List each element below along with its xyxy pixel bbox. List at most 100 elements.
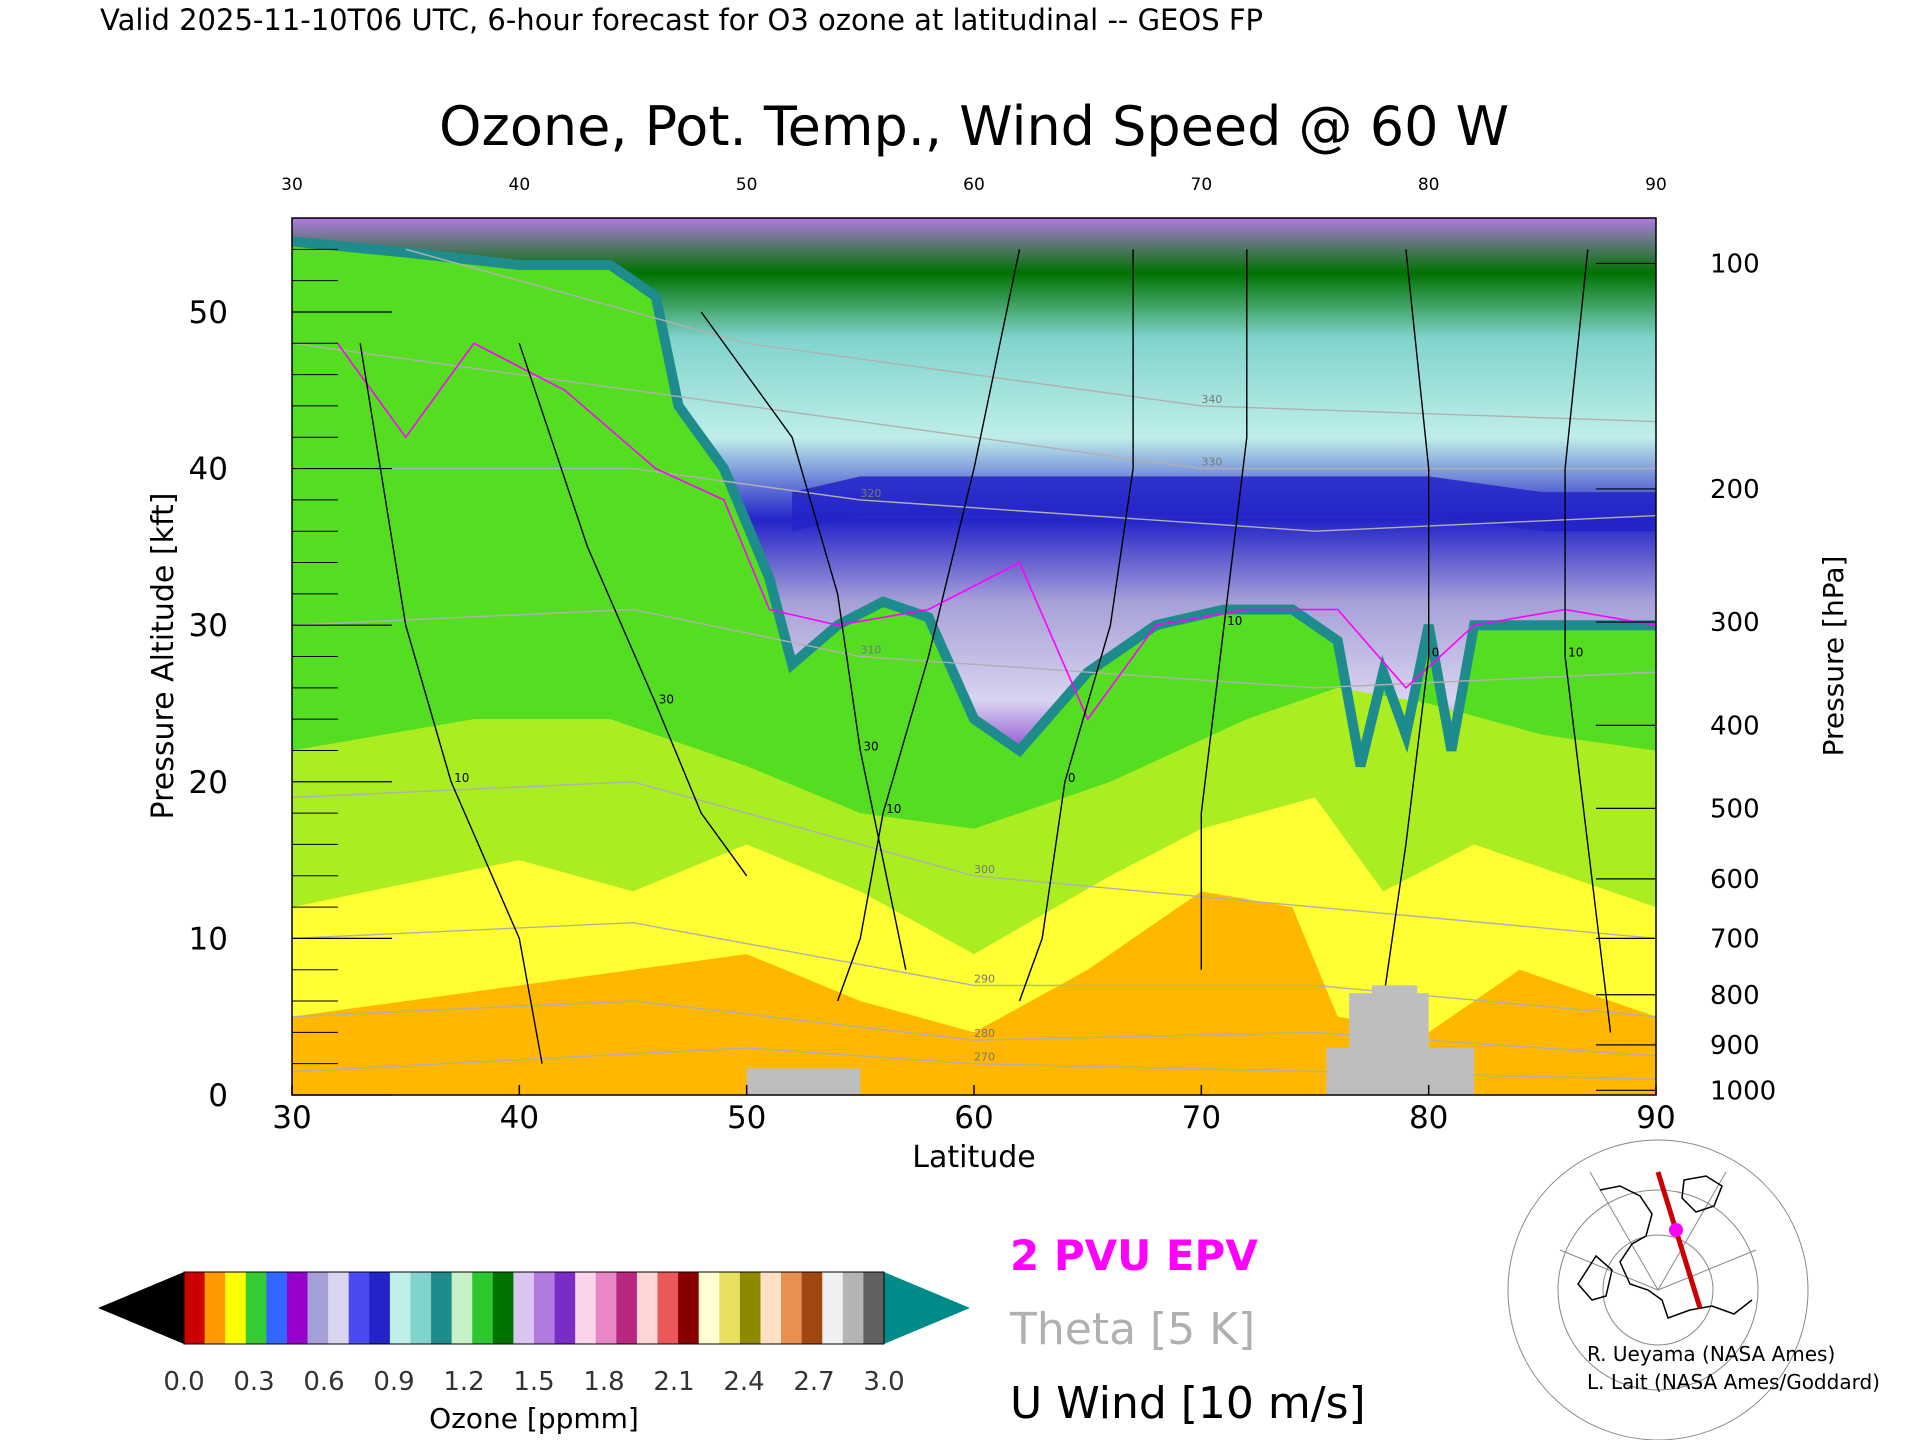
colorbar-segment <box>801 1272 823 1344</box>
colorbar-segment <box>595 1272 617 1344</box>
u-wind-contour <box>700 311 907 970</box>
colorbar-tick-label: 0.0 <box>163 1367 204 1397</box>
x-tick-label: 90 <box>1636 1100 1675 1136</box>
u-wind-contour-label: 0 <box>1068 771 1076 785</box>
pressure-tick-label: 600 <box>1710 865 1760 895</box>
colorbar-segment <box>307 1272 329 1344</box>
colorbar-tick-label: 1.5 <box>513 1367 554 1397</box>
y-axis-right-label: Pressure [hPa] <box>1817 556 1850 757</box>
legend-wind: U Wind [10 m/s] <box>1010 1378 1366 1429</box>
terrain-block <box>746 1068 861 1095</box>
x-top-tick-label: 60 <box>963 175 985 195</box>
colorbar-segment <box>678 1272 700 1344</box>
x-tick-label: 40 <box>500 1100 539 1136</box>
theta-contour-label: 340 <box>1201 393 1222 406</box>
cross-section-line <box>1655 1171 1703 1309</box>
x-axis-top: 30 40 50 60 70 80 90 <box>281 175 1667 195</box>
colorbar-tick-label: 0.6 <box>303 1367 344 1397</box>
colorbar-segment <box>842 1272 865 1344</box>
y-tick-label: 40 <box>189 452 228 488</box>
pressure-axis-right: 100 200 300 400 500 600 700 800 900 1000 <box>1596 249 1776 1106</box>
colorbar-tick-label: 1.8 <box>583 1367 624 1397</box>
y-tick-label: 0 <box>208 1078 228 1114</box>
colorbar-tick-label: 2.1 <box>653 1367 694 1397</box>
u-wind-contour-label: 10 <box>1227 614 1242 628</box>
colorbar-segment <box>348 1272 370 1344</box>
locator-map-coastlines <box>1577 1175 1753 1319</box>
colorbar-segment <box>451 1272 473 1344</box>
x-axis-label: Latitude <box>912 1140 1035 1175</box>
pressure-tick-label: 400 <box>1710 711 1760 741</box>
chart-title: Ozone, Pot. Temp., Wind Speed @ 60 W <box>439 95 1509 158</box>
colorbar-segment <box>328 1272 350 1344</box>
x-tick-label: 60 <box>954 1100 993 1136</box>
y-axis-left: 0 10 20 30 40 50 <box>189 248 392 1114</box>
lower-troposphere-band <box>292 891 1656 1095</box>
x-tick-label: 30 <box>272 1100 311 1136</box>
colorbar-segment <box>739 1272 762 1344</box>
ozone-colorbar: 0.0 0.3 0.6 0.9 1.2 1.5 1.8 2.1 2.4 2.7 3.0 Ozone … <box>98 1271 970 1435</box>
epv-2pvu-contour <box>336 342 1656 721</box>
colorbar-segment <box>472 1272 494 1344</box>
u-wind-contour <box>1382 249 1430 1002</box>
colorbar-segment <box>513 1272 535 1344</box>
x-top-tick-label: 50 <box>736 175 758 195</box>
pressure-tick-label: 100 <box>1710 249 1760 279</box>
colorbar-segment <box>863 1272 885 1344</box>
colorbar-segment <box>698 1272 720 1344</box>
contour-legend: 2 PVU EPV Theta [5 K] U Wind [10 m/s] <box>1009 1231 1366 1429</box>
x-top-tick-label: 90 <box>1645 175 1667 195</box>
x-top-tick-label: 40 <box>509 175 531 195</box>
u-wind-contour-label: 10 <box>886 802 901 816</box>
u-wind-contour-label: 10 <box>454 771 469 785</box>
colorbar-segment <box>389 1272 412 1344</box>
x-tick-label: 80 <box>1409 1100 1448 1136</box>
colorbar-ticks: 0.0 0.3 0.6 0.9 1.2 1.5 1.8 2.1 2.4 2.7 3.0 <box>163 1367 904 1397</box>
x-tick-label: 70 <box>1182 1100 1221 1136</box>
locator-map-grid-outer <box>1507 1139 1809 1440</box>
legend-theta: Theta [5 K] <box>1009 1304 1255 1355</box>
colorbar-segment <box>719 1272 741 1344</box>
colorbar-segment <box>822 1272 844 1344</box>
colorbar-segment <box>266 1272 288 1344</box>
u-wind-contour-label: 30 <box>659 692 674 706</box>
plot-area: 270 280 290 300 310 320 330 340 10 30 30 10 0 10 0 10 <box>292 218 1656 1095</box>
cross-section-marker <box>1669 1223 1683 1237</box>
colorbar-tick-label: 2.7 <box>793 1367 834 1397</box>
locator-map-grid-mid <box>1557 1189 1759 1391</box>
colorbar-label: Ozone [ppmm] <box>429 1402 639 1435</box>
u-wind-contour <box>359 343 543 1064</box>
y-tick-label: 30 <box>189 608 228 644</box>
colorbar-segment <box>575 1272 597 1344</box>
x-axis-bottom: 30 40 50 60 70 80 90 <box>272 1085 1676 1136</box>
colorbar-segment <box>410 1272 432 1344</box>
theta-contour <box>292 1047 1656 1080</box>
colorbar-segment <box>636 1272 659 1344</box>
colorbar-segments <box>184 1272 885 1344</box>
valid-time-header: Valid 2025-11-10T06 UTC, 6-hour forecast… <box>100 3 1263 37</box>
u-wind-contour <box>1018 249 1134 1002</box>
u-wind-contour-label: 30 <box>863 739 878 753</box>
theta-contour-label: 320 <box>860 487 881 500</box>
u-wind-contour <box>836 249 1021 1002</box>
colorbar-segment <box>225 1272 247 1344</box>
theta-contour <box>405 248 1656 423</box>
credit-author-1: R. Ueyama (NASA Ames) <box>1587 1342 1836 1366</box>
colorbar-tick-label: 2.4 <box>723 1367 764 1397</box>
pressure-tick-label: 300 <box>1710 608 1760 638</box>
colorbar-tick-label: 0.9 <box>373 1367 414 1397</box>
colorbar-segment <box>657 1272 679 1344</box>
pressure-tick-label: 900 <box>1710 1031 1760 1061</box>
stratosphere-dark-band <box>792 476 1656 532</box>
u-wind-contour <box>1200 249 1248 970</box>
theta-contour-label: 300 <box>974 863 995 876</box>
locator-map-grid-inner <box>1602 1234 1714 1346</box>
u-wind-contours: 10 30 30 10 0 10 0 10 <box>359 249 1612 1064</box>
y-tick-label: 10 <box>189 921 228 957</box>
colorbar-segment <box>492 1272 515 1344</box>
colorbar-segment <box>431 1272 453 1344</box>
locator-map <box>1507 1139 1809 1440</box>
colorbar-segment <box>534 1272 556 1344</box>
y-tick-label: 50 <box>189 295 228 331</box>
